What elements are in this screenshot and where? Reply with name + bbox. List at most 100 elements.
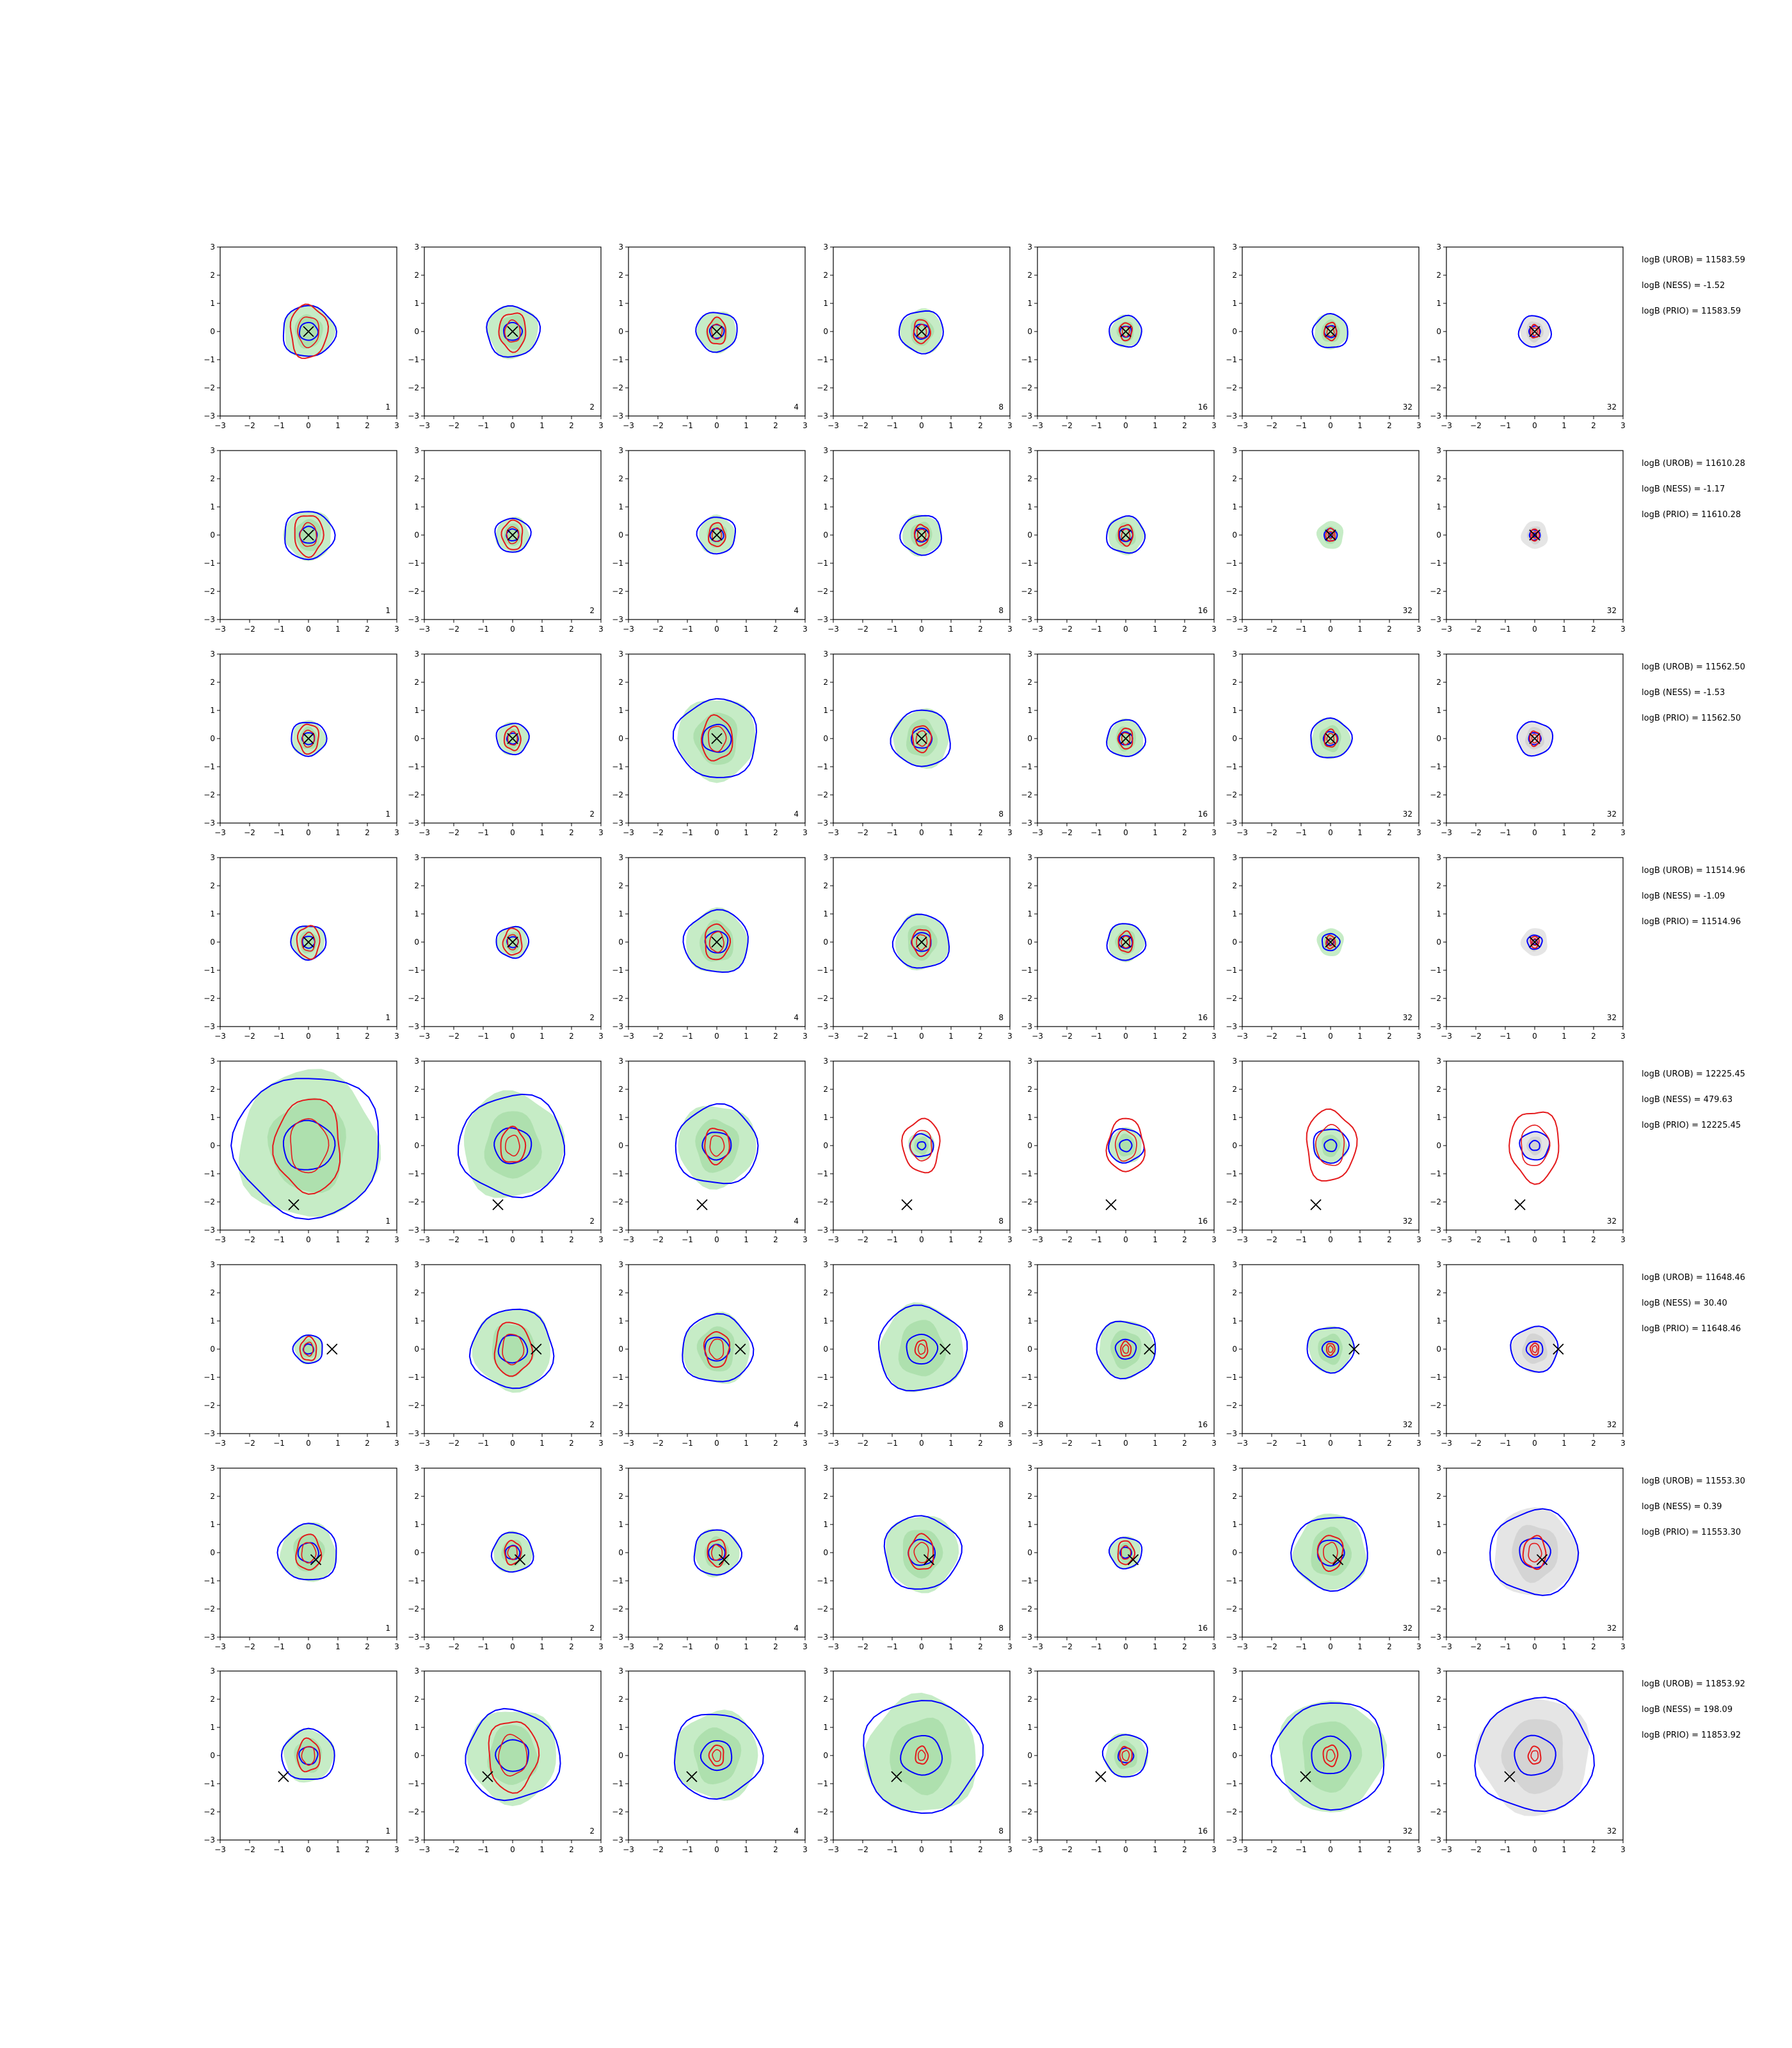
panel-tag: 32 bbox=[1403, 1624, 1412, 1633]
x-tick-label: −2 bbox=[1061, 421, 1073, 430]
y-tick-label: 3 bbox=[618, 243, 623, 252]
true-point-marker bbox=[1120, 529, 1132, 541]
true-point-marker bbox=[891, 1771, 902, 1782]
x-tick-label: 0 bbox=[919, 1032, 924, 1041]
x-tick-label: 3 bbox=[598, 625, 604, 634]
y-tick-label: 1 bbox=[823, 1113, 828, 1122]
y-tick-label: 2 bbox=[1232, 271, 1237, 280]
x-tick-label: −3 bbox=[214, 1235, 226, 1244]
y-tick-label: −1 bbox=[1021, 1169, 1032, 1178]
y-tick-label: −1 bbox=[204, 1576, 215, 1585]
x-tick-label: −3 bbox=[1032, 625, 1043, 634]
x-tick-label: 0 bbox=[1123, 421, 1128, 430]
density-core-fill bbox=[1318, 1333, 1343, 1365]
y-tick-label: 3 bbox=[823, 650, 828, 659]
x-tick-label: 1 bbox=[1562, 421, 1567, 430]
x-tick-label: 3 bbox=[394, 421, 399, 430]
panel-tag: 8 bbox=[998, 1013, 1004, 1022]
y-tick-label: −3 bbox=[408, 1022, 419, 1031]
x-tick-label: −3 bbox=[828, 421, 839, 430]
x-tick-label: −1 bbox=[1295, 421, 1307, 430]
logB-note: logB (NESS) = -1.09 bbox=[1642, 892, 1725, 901]
y-tick-label: 2 bbox=[1232, 881, 1237, 890]
y-tick-label: 1 bbox=[210, 1316, 215, 1325]
x-tick-label: −1 bbox=[273, 1235, 285, 1244]
y-tick-label: −1 bbox=[612, 966, 623, 975]
red-inner-contour bbox=[709, 1135, 725, 1157]
x-tick-label: −3 bbox=[419, 828, 430, 837]
x-tick-label: −3 bbox=[828, 1439, 839, 1448]
true-point-marker bbox=[718, 1554, 730, 1565]
red-contour bbox=[1105, 1117, 1146, 1172]
panel: −3 −2 −1 0 1 2 3 3 2 1 0 −1 −2 −3 8 bbox=[817, 1057, 1012, 1244]
panel-tag: 32 bbox=[1607, 1013, 1617, 1022]
blue-contour bbox=[898, 310, 944, 355]
y-tick-label: −2 bbox=[1430, 383, 1441, 392]
y-tick-label: 1 bbox=[823, 1520, 828, 1529]
red-inner-contour bbox=[504, 319, 521, 343]
x-tick-label: −3 bbox=[1032, 1439, 1043, 1448]
x-tick-label: −3 bbox=[623, 1439, 634, 1448]
density-core-fill bbox=[1501, 1719, 1564, 1795]
panel-tag: 16 bbox=[1198, 1827, 1208, 1836]
blue-inner-contour bbox=[493, 1127, 532, 1165]
blue-inner-contour bbox=[900, 1735, 943, 1776]
y-tick-label: 3 bbox=[414, 1057, 419, 1066]
y-tick-label: −1 bbox=[817, 1373, 828, 1382]
x-tick-label: 3 bbox=[598, 1642, 604, 1651]
y-tick-label: −3 bbox=[1226, 819, 1237, 828]
x-tick-label: 3 bbox=[598, 1032, 604, 1041]
x-tick-label: 3 bbox=[1620, 625, 1626, 634]
blue-inner-contour bbox=[301, 936, 316, 949]
x-tick-label: −3 bbox=[1441, 1439, 1452, 1448]
y-tick-label: −2 bbox=[1226, 1197, 1237, 1206]
density-core-fill bbox=[487, 1725, 539, 1785]
true-point-marker bbox=[288, 1199, 300, 1211]
y-tick-label: −2 bbox=[408, 994, 419, 1003]
y-tick-label: 0 bbox=[823, 1345, 828, 1354]
blue-inner-contour bbox=[1321, 1340, 1340, 1358]
x-tick-label: 2 bbox=[1182, 1235, 1187, 1244]
y-tick-label: −3 bbox=[1021, 1429, 1032, 1438]
y-tick-label: 3 bbox=[414, 1667, 419, 1676]
blue-contour bbox=[282, 305, 338, 357]
x-tick-label: 0 bbox=[306, 421, 311, 430]
x-tick-label: 3 bbox=[1007, 625, 1012, 634]
x-tick-label: 0 bbox=[306, 1032, 311, 1041]
y-tick-label: −2 bbox=[1226, 587, 1237, 596]
x-tick-label: −3 bbox=[623, 1032, 634, 1041]
blue-contour bbox=[495, 723, 530, 756]
y-tick-label: 2 bbox=[210, 1492, 215, 1501]
x-tick-label: −3 bbox=[623, 1845, 634, 1854]
y-tick-label: 1 bbox=[414, 909, 419, 918]
x-tick-label: −3 bbox=[214, 421, 226, 430]
panel: −3 −2 −1 0 1 2 3 3 2 1 0 −1 −2 −3 4 bbox=[612, 1667, 808, 1854]
true-point-marker bbox=[1325, 936, 1336, 948]
x-tick-label: −2 bbox=[1061, 1032, 1073, 1041]
true-point-marker bbox=[916, 326, 927, 337]
red-inner-contour bbox=[708, 1338, 724, 1361]
x-tick-label: −3 bbox=[214, 1439, 226, 1448]
y-tick-label: 0 bbox=[1232, 1345, 1237, 1354]
logB-note: logB (UROB) = 11648.46 bbox=[1642, 1273, 1745, 1283]
x-tick-label: −3 bbox=[1236, 1032, 1248, 1041]
x-tick-label: −1 bbox=[886, 1439, 898, 1448]
panel: −3 −2 −1 0 1 2 3 3 2 1 0 −1 −2 −3 8 bbox=[817, 243, 1012, 430]
red-contour bbox=[488, 1721, 540, 1794]
blue-contour bbox=[1105, 515, 1146, 554]
y-tick-label: −1 bbox=[1226, 1576, 1237, 1585]
panel-tag: 4 bbox=[794, 1827, 799, 1836]
x-tick-label: 2 bbox=[978, 828, 983, 837]
density-core-fill bbox=[1322, 1134, 1341, 1157]
y-tick-label: −1 bbox=[204, 966, 215, 975]
x-tick-label: 2 bbox=[1182, 1439, 1187, 1448]
y-tick-label: 0 bbox=[1436, 1141, 1441, 1150]
y-tick-label: 1 bbox=[1027, 1520, 1032, 1529]
blue-contour bbox=[1310, 717, 1353, 758]
red-contour bbox=[1322, 1744, 1339, 1768]
red-inner-contour bbox=[710, 323, 723, 340]
blue-contour bbox=[673, 1713, 764, 1800]
x-tick-label: 1 bbox=[744, 1032, 749, 1041]
y-tick-label: 0 bbox=[1232, 938, 1237, 947]
